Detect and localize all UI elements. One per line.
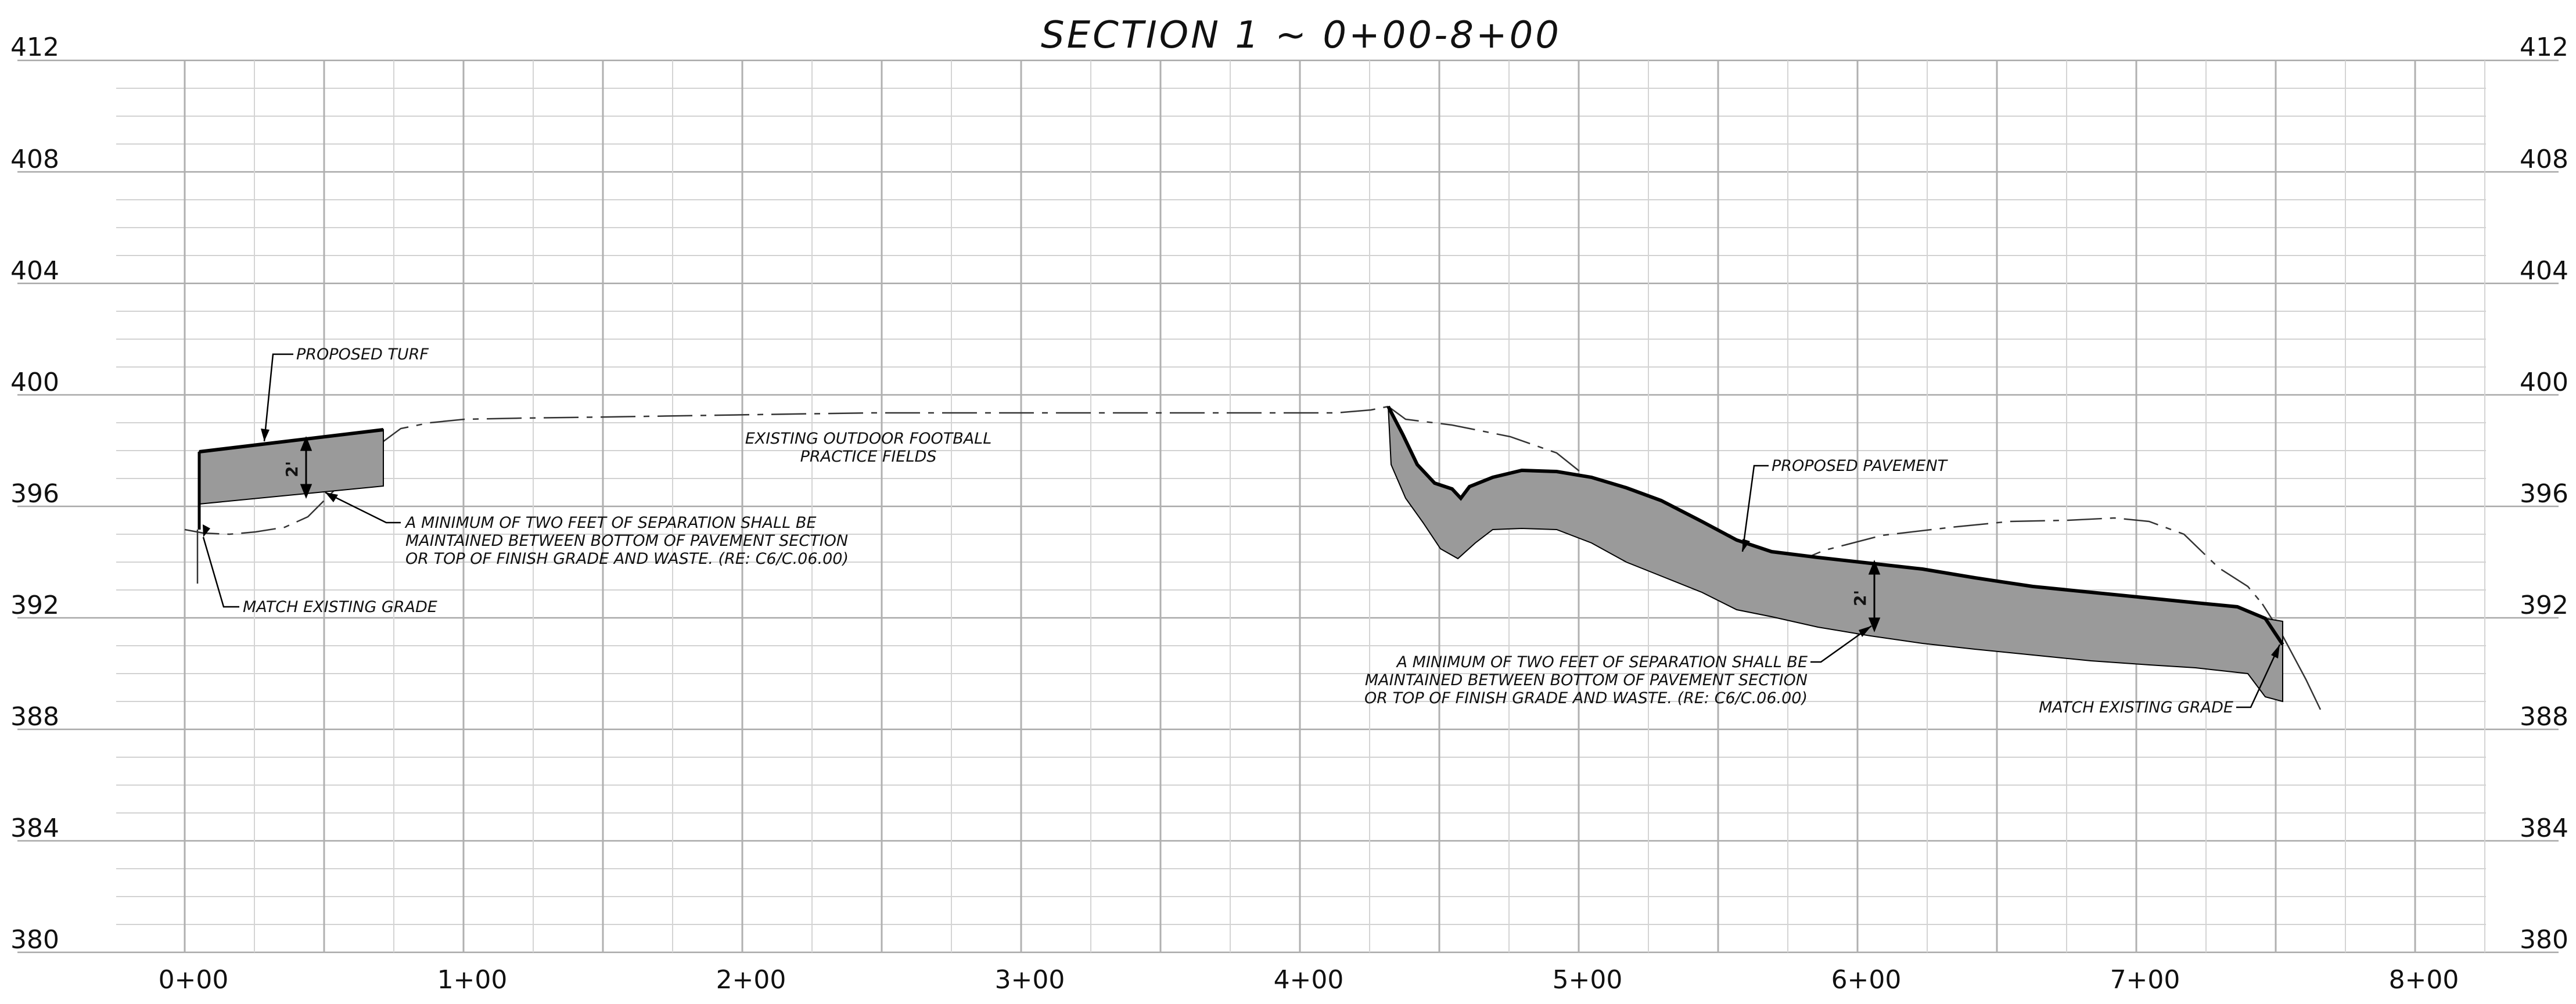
elev-label: 380 xyxy=(10,925,59,955)
elev-label: 396 xyxy=(2520,479,2568,509)
station-label: 5+00 xyxy=(1553,965,1623,995)
elev-label: 384 xyxy=(10,814,59,843)
leader-match-grade-right xyxy=(2236,644,2281,708)
station-label: 3+00 xyxy=(995,965,1065,995)
elev-label: 384 xyxy=(2520,814,2568,843)
dimension-left xyxy=(300,436,312,499)
elev-label: 412 xyxy=(2520,33,2568,62)
leader-arrowheads xyxy=(203,429,2280,658)
proposed-turf-top xyxy=(199,428,384,454)
elev-label: 400 xyxy=(2520,368,2568,397)
match-grade-right-label: MATCH EXISTING GRADE xyxy=(2039,699,2233,717)
arrowhead xyxy=(1868,559,1881,575)
elev-label: 404 xyxy=(2520,256,2568,286)
station-label: 1+00 xyxy=(437,965,508,995)
separation-right-line2: MAINTAINED BETWEEN BOTTOM OF PAVEMENT SE… xyxy=(1365,671,1808,689)
elev-label: 408 xyxy=(10,145,59,174)
separation-left-line2: MAINTAINED BETWEEN BOTTOM OF PAVEMENT SE… xyxy=(405,532,848,550)
separation-left-line3: OR TOP OF FINISH GRADE AND WASTE. (RE: C… xyxy=(405,550,849,568)
proposed-pavement-label: PROPOSED PAVEMENT xyxy=(1772,457,1949,475)
arrowhead xyxy=(300,436,312,451)
leader-proposed-pavement xyxy=(1741,465,1769,552)
dimension-left-label: 2' xyxy=(282,461,301,477)
separation-right-line3: OR TOP OF FINISH GRADE AND WASTE. (RE: C… xyxy=(1364,689,1808,707)
existing-fields-label-line1: EXISTING OUTDOOR FOOTBALL xyxy=(745,430,992,448)
elev-label: 392 xyxy=(10,591,59,620)
elev-label: 404 xyxy=(10,256,59,286)
elev-label: 388 xyxy=(2520,702,2568,732)
station-label: 2+00 xyxy=(716,965,786,995)
elev-label: 392 xyxy=(2520,591,2568,620)
arrowhead xyxy=(325,492,338,502)
arrowhead xyxy=(203,524,210,537)
existing-fields-label-line2: PRACTICE FIELDS xyxy=(800,448,937,466)
proposed-pavement-top xyxy=(1386,405,2284,646)
elevation-labels-right: 412 408 404 400 396 392 388 384 380 xyxy=(2520,33,2568,955)
elev-label: 412 xyxy=(10,33,59,62)
proposed-turf-label: PROPOSED TURF xyxy=(296,346,429,364)
elev-label: 408 xyxy=(2520,145,2568,174)
leader-proposed-turf xyxy=(263,353,293,442)
arrowhead xyxy=(1868,617,1881,633)
elevation-labels-left: 412 408 404 400 396 392 388 384 380 xyxy=(10,33,59,955)
leaders xyxy=(202,353,2281,708)
station-label: 8+00 xyxy=(2389,965,2459,995)
elev-label: 388 xyxy=(10,702,59,732)
arrowhead xyxy=(300,484,312,499)
leader-match-grade-left xyxy=(202,537,239,608)
station-label: 6+00 xyxy=(1831,965,1902,995)
elev-label: 400 xyxy=(10,368,59,397)
arrowhead xyxy=(2271,645,2280,658)
arrowhead xyxy=(1859,626,1871,637)
station-labels: 0+00 1+00 2+00 3+00 4+00 5+00 6+00 7+00 … xyxy=(159,965,2459,995)
dimension-right-label: 2' xyxy=(1851,590,1870,606)
arrowhead xyxy=(1743,539,1750,552)
dimension-right xyxy=(1868,559,1881,633)
elev-label: 380 xyxy=(2520,925,2568,955)
arrowhead xyxy=(261,429,270,441)
station-label: 7+00 xyxy=(2110,965,2180,995)
existing-grade-left xyxy=(184,405,1389,535)
separation-right-line1: A MINIMUM OF TWO FEET OF SEPARATION SHAL… xyxy=(1396,653,1808,671)
leader-separation-left xyxy=(325,491,401,524)
section-title: SECTION 1 ~ 0+00-8+00 xyxy=(1041,14,1561,57)
profile-grid xyxy=(17,59,2559,953)
station-label: 4+00 xyxy=(1274,965,1344,995)
elev-label: 396 xyxy=(10,479,59,509)
leader-separation-right xyxy=(1810,625,1872,663)
match-grade-left-label: MATCH EXISTING GRADE xyxy=(243,598,437,616)
separation-left-line1: A MINIMUM OF TWO FEET OF SEPARATION SHAL… xyxy=(404,514,816,532)
station-label: 0+00 xyxy=(159,965,229,995)
